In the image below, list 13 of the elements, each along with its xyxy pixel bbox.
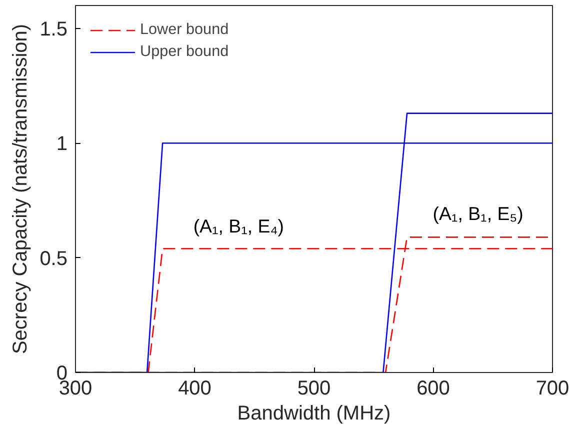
annotation: (A₁, B₁, E₄): [193, 216, 284, 237]
annotation: (A₁, B₁, E₅): [432, 202, 524, 224]
x-tick-label: 400: [178, 378, 212, 400]
x-tick-label: 500: [297, 378, 331, 400]
x-tick-label: 700: [536, 378, 570, 400]
legend-label: Upper bound: [140, 43, 229, 61]
y-axis-title: Secrecy Capacity (nats/transmission): [10, 24, 32, 354]
y-tick-label: 1.5: [40, 18, 68, 40]
y-tick-label: 0.5: [40, 248, 68, 270]
legend-label: Lower bound: [140, 21, 229, 39]
x-tick-label: 600: [416, 378, 450, 400]
y-tick-label: 1: [56, 133, 68, 156]
x-axis-title: Bandwidth (MHz): [237, 402, 391, 424]
